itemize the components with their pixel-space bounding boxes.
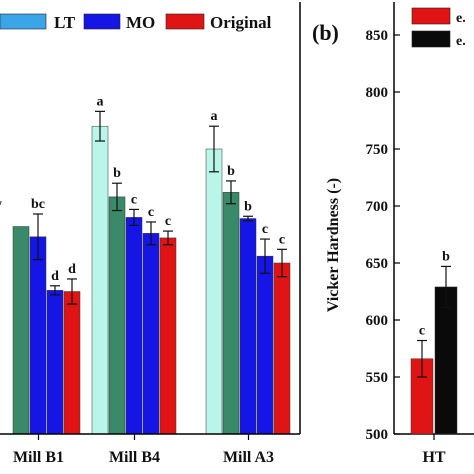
x-tick-label-a-2: Mill A3 (223, 449, 274, 466)
a-mill-a3-s0-bar (205, 148, 223, 435)
a-mill-b1-s2-bar (29, 236, 47, 435)
panel-label-b: (b) (312, 20, 339, 45)
x-tick-label-a-0: Mill B1 (13, 449, 64, 466)
a-mill-b1-s1-bar (12, 226, 30, 435)
a-mill-a3-s2-letter-label: b (244, 199, 252, 214)
legend-a: LT MO Original (0, 13, 272, 32)
a-mill-a3-s3-letter-label: c (262, 222, 268, 237)
y-tick-label-b-3: 650 (366, 256, 389, 272)
y-tick-label-b-1: 550 (366, 370, 389, 386)
y-tick-label-b-4: 700 (366, 199, 389, 215)
panel-b: (b) Vicker Hardness (-) 500 550 600 650 700 7… (312, 2, 474, 466)
legend-swatch-lt (0, 13, 47, 30)
bars-a: bcddabcccabbccy (0, 94, 291, 435)
y-tick-label-b-5: 750 (366, 142, 389, 158)
a-mill-b4-s2-letter-label: c (131, 192, 137, 207)
x-tick-label-a-1: Mill B4 (109, 449, 160, 466)
y-tick-label-b-6: 800 (366, 85, 389, 101)
legend-swatch-mo (83, 13, 121, 30)
a-mill-a3-s2-bar (239, 218, 257, 435)
xticks-b: HT (422, 434, 446, 466)
b-s1-bar (434, 286, 458, 435)
a-mill-b4-s1-letter-label: b (113, 166, 121, 181)
a-mill-b1-s4-bar (63, 291, 81, 435)
a-mill-b1-s3-bar (46, 290, 64, 435)
legend-label-b-0: e. (456, 11, 466, 26)
y-tick-label-b-7: 850 (366, 28, 389, 44)
a-mill-b4-s3-bar (142, 233, 160, 435)
legend-label-original: Original (210, 13, 272, 32)
yticks-b: 500 550 600 650 700 750 800 850 (366, 28, 400, 443)
legend-swatch-original (165, 13, 205, 30)
a-mill-b1-s2-letter-label: bc (31, 197, 45, 212)
a-mill-a3-s4-bar (273, 262, 291, 435)
b-s1-letter-label: b (442, 249, 450, 264)
legend-label-mo: MO (126, 13, 155, 32)
a-mill-a3-s3-bar (256, 255, 274, 435)
a-mill-a3-s1-bar (222, 192, 240, 435)
a-mill-b4-s1-bar (108, 196, 126, 435)
a-mill-b4-s3-letter-label: c (148, 205, 154, 220)
a-partial-letter-label: y (0, 197, 2, 212)
legend-b: e. e. (411, 7, 466, 49)
a-mill-b4-s4-letter-label: c (165, 214, 171, 229)
bars-b: cb (410, 249, 458, 435)
panel-a: LT MO Original bcddabcccabbccy Mill B1Mi… (0, 2, 301, 466)
a-mill-b1-s3-letter-label: d (51, 269, 59, 284)
a-mill-b4-s4-bar (159, 237, 177, 435)
legend-label-lt: LT (54, 13, 76, 32)
a-mill-b4-s0-letter-label: a (97, 94, 104, 109)
y-tick-label-b-2: 600 (366, 313, 389, 329)
legend-swatch-b-red (411, 7, 451, 25)
a-mill-b4-s2-bar (125, 217, 143, 435)
a-mill-a3-s1-letter-label: b (227, 164, 235, 179)
a-mill-b4-s0-bar (91, 125, 109, 435)
b-s0-letter-label: c (419, 324, 425, 339)
legend-swatch-b-black (411, 30, 451, 48)
legend-label-b-1: e. (456, 34, 466, 49)
a-mill-b1-s4-letter-label: d (68, 262, 76, 277)
xticks-a: Mill B1 Mill B4 Mill A3 (13, 434, 274, 466)
a-mill-a3-s4-letter-label: c (279, 232, 285, 247)
y-tick-label-b-0: 500 (366, 427, 389, 443)
y-axis-label-b: Vicker Hardness (-) (325, 178, 342, 312)
x-tick-label-b-0: HT (422, 449, 445, 466)
a-mill-a3-s0-letter-label: a (211, 109, 218, 124)
